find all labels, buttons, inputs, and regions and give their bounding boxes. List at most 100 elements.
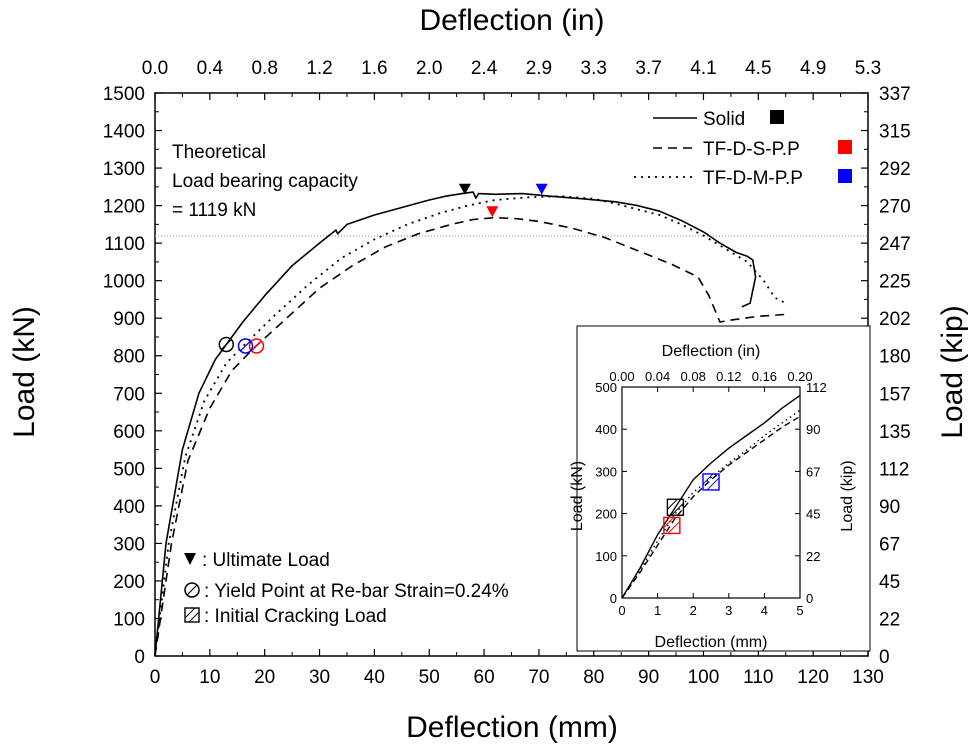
y-tick-label: 700 bbox=[113, 384, 145, 405]
y-tick-label: 1000 bbox=[103, 272, 145, 293]
inset-series-line-3 bbox=[621, 409, 801, 599]
x-tick-label: 120 bbox=[797, 667, 829, 688]
y2-tick-label: 225 bbox=[879, 272, 911, 293]
y-tick-label: 400 bbox=[113, 497, 145, 518]
series-line-2 bbox=[154, 216, 786, 657]
theoretical-annotation-line2: Load bearing capacity bbox=[172, 171, 358, 192]
x2-tick-label: 3.7 bbox=[635, 58, 661, 79]
inset-y2-tick-label: 45 bbox=[806, 507, 820, 522]
y-tick-label: 1200 bbox=[103, 197, 145, 218]
yield-point-key-label: : Yield Point at Re-bar Strain=0.24% bbox=[204, 581, 509, 602]
main-markers-group bbox=[218, 183, 548, 354]
yield-point-hatch bbox=[220, 339, 232, 350]
theoretical-annotation-line1: Theoretical bbox=[172, 142, 266, 163]
x-tick-label: 50 bbox=[419, 667, 440, 688]
y2-tick-label: 202 bbox=[879, 309, 911, 330]
y2-tick-label: 90 bbox=[879, 497, 900, 518]
inset-frame bbox=[576, 325, 871, 652]
inset-x-axis-title: Deflection (mm) bbox=[655, 634, 768, 651]
x-tick-label: 80 bbox=[583, 667, 604, 688]
legend-label-solid: Solid bbox=[703, 109, 745, 130]
cracking-load-hatch bbox=[663, 517, 675, 528]
x2-tick-label: 4.9 bbox=[800, 58, 826, 79]
legend-swatch-tfds bbox=[838, 140, 852, 154]
ultimate-load-marker bbox=[535, 183, 548, 195]
y-tick-label: 600 bbox=[113, 422, 145, 443]
x-tick-label: 0 bbox=[150, 667, 161, 688]
cracking-load-key-label: : Initial Cracking Load bbox=[204, 606, 387, 627]
x-tick-label: 130 bbox=[852, 667, 884, 688]
x2-tick-label: 0.0 bbox=[142, 58, 168, 79]
ultimate-load-key-symbol bbox=[184, 553, 196, 565]
x2-tick-label: 2.9 bbox=[526, 58, 552, 79]
yield-point-marker bbox=[237, 338, 254, 354]
x-tick-label: 90 bbox=[638, 667, 659, 688]
marker-key: : Ultimate Load : Yield Point at Re-bar … bbox=[184, 550, 509, 627]
inset-y2-tick-label: 0 bbox=[806, 591, 813, 606]
y2-tick-label: 270 bbox=[879, 197, 911, 218]
y2-tick-label: 292 bbox=[879, 159, 911, 180]
x-tick-label: 110 bbox=[743, 667, 773, 688]
legend-swatch-tfdm bbox=[838, 169, 852, 183]
y2-axis-title: Load (kip) bbox=[936, 305, 969, 438]
y2-tick-label: 337 bbox=[879, 84, 911, 105]
inset-y-tick-label: 200 bbox=[595, 507, 617, 522]
y2-tick-label: 315 bbox=[879, 122, 911, 143]
legend-label-tfdm: TF-D-M-P.P bbox=[703, 168, 803, 189]
y2-tick-label: 135 bbox=[879, 422, 911, 443]
main-series-group bbox=[154, 191, 787, 657]
y2-tick-label: 22 bbox=[879, 609, 900, 630]
y-tick-label: 0 bbox=[134, 647, 145, 668]
cracking-load-marker bbox=[663, 516, 681, 535]
ultimate-load-marker bbox=[486, 206, 499, 218]
inset-x2-tick-label: 0.08 bbox=[681, 369, 706, 384]
y-tick-label: 100 bbox=[113, 609, 145, 630]
cracking-load-key-symbol bbox=[184, 607, 200, 623]
inset-y2-axis-title: Load (kip) bbox=[839, 460, 856, 531]
yield-point-hatch bbox=[251, 340, 262, 352]
y2-tick-label: 112 bbox=[879, 459, 909, 480]
yield-point-marker bbox=[248, 338, 265, 354]
legend: Solid TF-D-S-P.P TF-D-M-P.P bbox=[634, 109, 852, 189]
inset-x-tick-label: 1 bbox=[654, 603, 661, 618]
cracking-load-hatch bbox=[667, 498, 678, 510]
theoretical-annotation-line3: = 1119 kN bbox=[172, 200, 256, 221]
x2-tick-label: 3.3 bbox=[581, 58, 607, 79]
x2-tick-label: 2.4 bbox=[471, 58, 498, 79]
inset-plot-frame bbox=[621, 386, 801, 599]
main-axis-ticks: 00.0100.4200.8301.2401.6502.0602.4702.98… bbox=[103, 58, 911, 688]
y2-tick-label: 157 bbox=[879, 384, 911, 405]
yield-point-hatch bbox=[240, 340, 251, 352]
x-tick-label: 100 bbox=[688, 667, 720, 688]
inset-y-tick-label: 300 bbox=[595, 464, 617, 479]
y-tick-label: 500 bbox=[113, 459, 145, 480]
y-tick-label: 900 bbox=[113, 309, 145, 330]
ultimate-load-key-label: : Ultimate Load bbox=[202, 550, 330, 571]
y-tick-label: 1400 bbox=[103, 122, 145, 143]
inset-x2-tick-label: 0.00 bbox=[609, 369, 634, 384]
inset-x-tick-label: 2 bbox=[690, 603, 697, 618]
y-tick-label: 300 bbox=[113, 534, 145, 555]
yield-point-key-symbol bbox=[184, 582, 200, 598]
inset-y-tick-label: 500 bbox=[595, 380, 617, 395]
cracking-load-marker bbox=[702, 473, 720, 491]
x-tick-label: 20 bbox=[254, 667, 275, 688]
y-axis-title: Load (kN) bbox=[8, 306, 41, 438]
x2-tick-label: 4.5 bbox=[745, 58, 771, 79]
x2-tick-label: 0.4 bbox=[197, 58, 224, 79]
inset-series-line-2 bbox=[621, 415, 801, 599]
x2-tick-label: 4.1 bbox=[690, 58, 716, 79]
inset-x2-axis-title: Deflection (in) bbox=[662, 343, 761, 360]
inset-x2-tick-label: 0.04 bbox=[645, 369, 670, 384]
x-axis-title: Deflection (mm) bbox=[406, 711, 618, 744]
y2-tick-label: 180 bbox=[879, 347, 911, 368]
x2-tick-label: 1.6 bbox=[361, 58, 387, 79]
y-tick-label: 1100 bbox=[104, 234, 145, 255]
cracking-load-marker bbox=[666, 498, 685, 516]
ultimate-load-marker bbox=[458, 183, 471, 195]
cracking-load-hatch bbox=[671, 502, 684, 516]
inset-y-tick-label: 400 bbox=[595, 422, 617, 437]
